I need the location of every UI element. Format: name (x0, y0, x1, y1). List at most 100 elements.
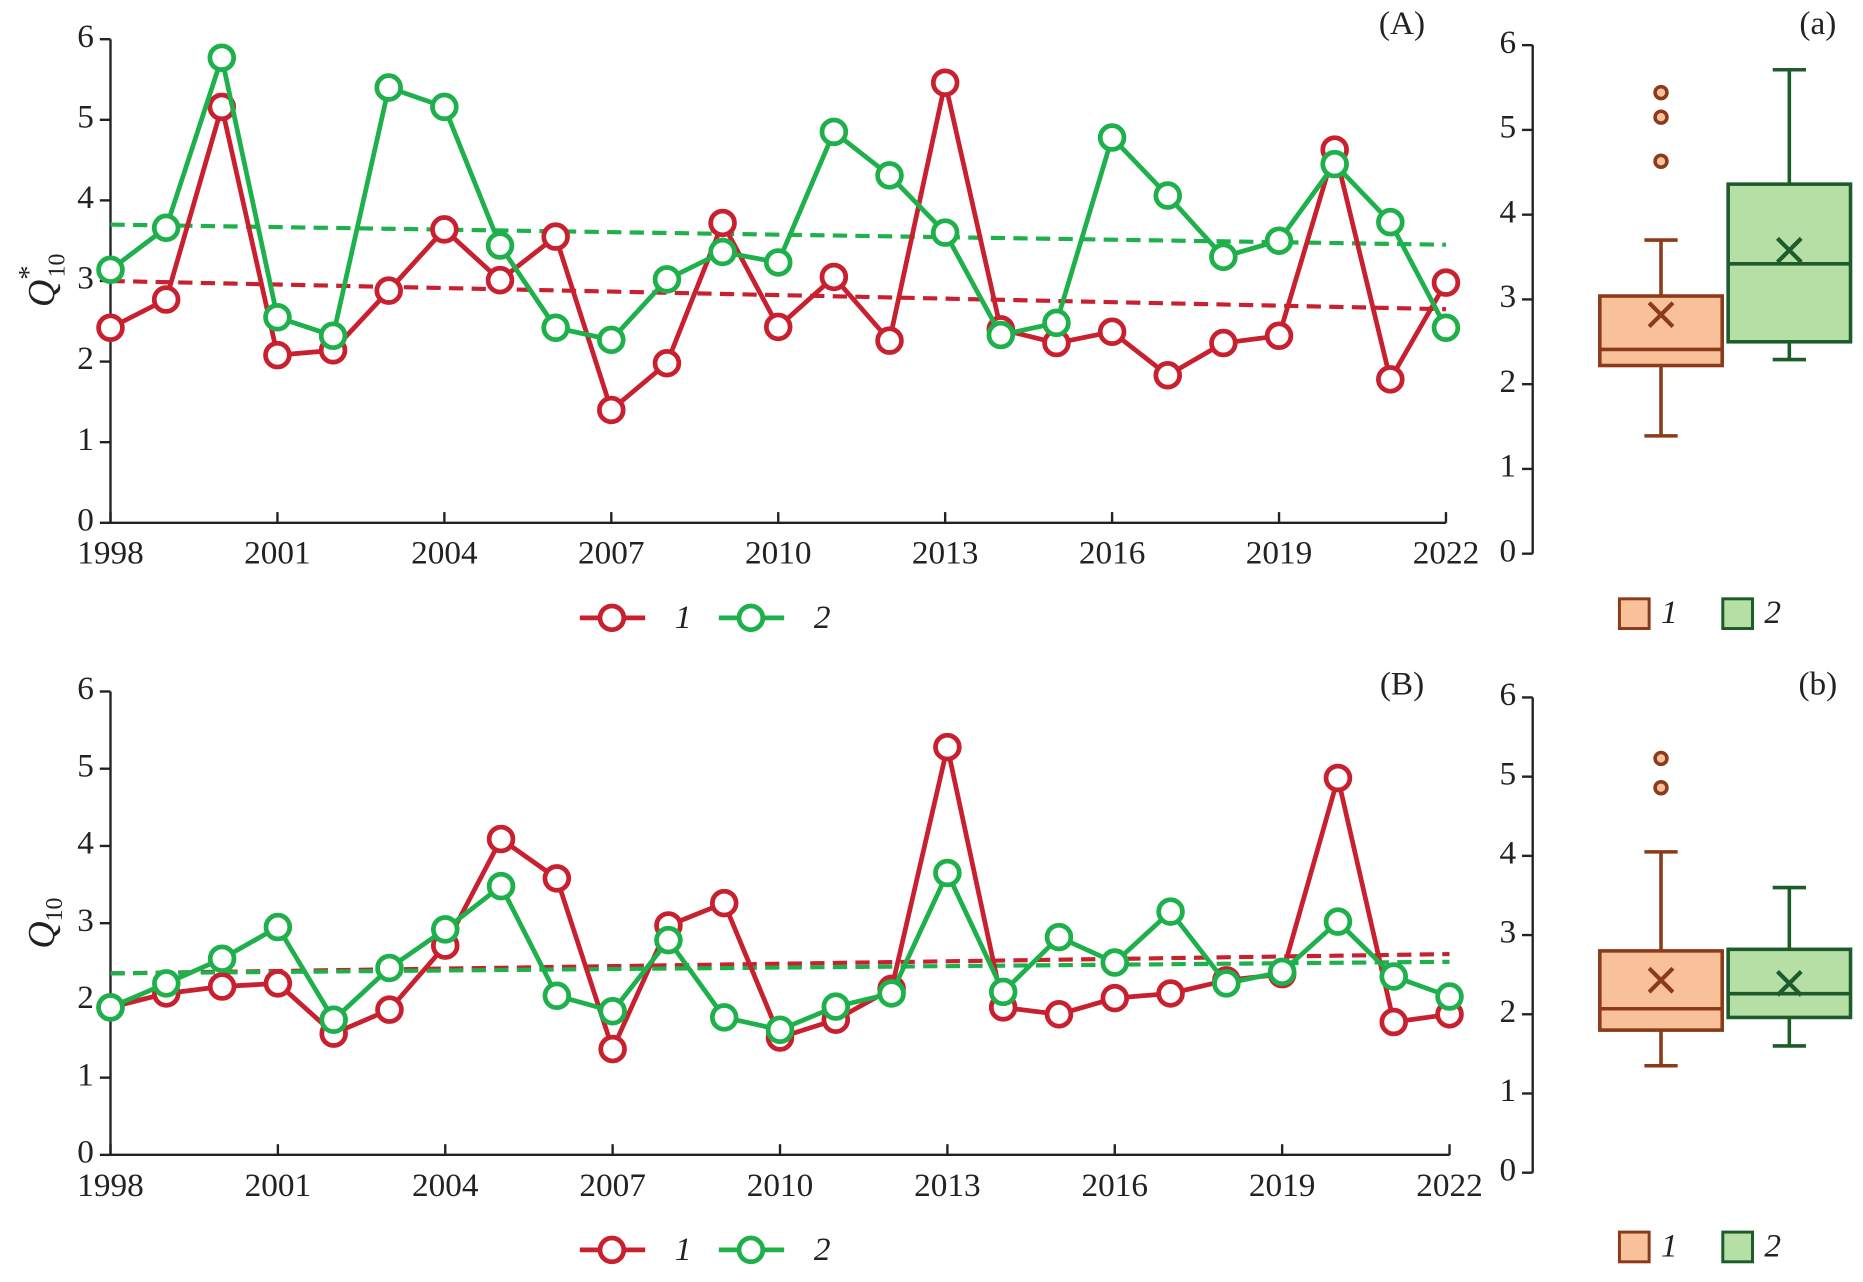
x-tick-label: 2013 (912, 535, 979, 572)
point (1100, 948, 1130, 977)
y-tick-label: 1 (1499, 448, 1516, 485)
point (877, 979, 906, 1008)
point (1156, 979, 1185, 1008)
point (597, 325, 626, 355)
y-tick-label: 6 (1499, 676, 1516, 713)
y-tick-label: 5 (1499, 755, 1516, 792)
y-tick-label: 6 (77, 670, 94, 707)
point (96, 255, 125, 284)
box (1598, 949, 1724, 1032)
point (1042, 308, 1071, 338)
point (709, 888, 739, 918)
point (1097, 123, 1127, 152)
point (430, 92, 459, 122)
point (541, 222, 570, 251)
trend-line (110, 951, 1450, 976)
point (930, 68, 960, 97)
panel-label: (b) (1798, 665, 1837, 702)
x-tick-label: 1998 (77, 535, 144, 572)
legend-marker (736, 603, 766, 633)
trend-line (110, 278, 1447, 312)
y-tick-label: 3 (77, 902, 94, 939)
mean-marker (1647, 301, 1675, 329)
y-tick-label: 4 (77, 179, 94, 216)
point (875, 326, 904, 355)
point (374, 276, 403, 305)
point (1156, 897, 1185, 926)
point (708, 208, 737, 238)
point (819, 262, 849, 292)
y-tick-label: 0 (1499, 1151, 1516, 1188)
y-tick-label: 2 (77, 340, 94, 377)
panel-label: (B) (1380, 665, 1424, 702)
y-tick-label: 4 (1499, 834, 1516, 871)
point (1323, 907, 1353, 936)
point (485, 231, 515, 260)
point (1376, 207, 1405, 237)
point (1153, 361, 1182, 390)
point (709, 1003, 739, 1032)
point (1097, 317, 1127, 347)
point (1267, 957, 1297, 987)
point (821, 992, 851, 1021)
outlier (1653, 84, 1669, 101)
legend-swatch (1721, 1230, 1754, 1264)
x-tick-label: 2019 (1246, 535, 1313, 572)
y-tick-label: 5 (1499, 109, 1516, 146)
point (96, 313, 125, 342)
x-tick-label: 2016 (1082, 1167, 1149, 1204)
series-line (109, 746, 1450, 1056)
y-tick-label: 1 (77, 421, 94, 458)
point (263, 969, 293, 998)
point (1044, 922, 1074, 952)
point (1376, 365, 1405, 394)
legend-marker (597, 1235, 627, 1265)
point (933, 858, 962, 888)
series-line (109, 48, 1449, 343)
point (765, 1015, 795, 1045)
point (988, 977, 1018, 1007)
point (1100, 983, 1130, 1013)
y-label-sup: * (13, 265, 44, 279)
y-tick-label: 0 (1499, 532, 1516, 569)
point (318, 321, 348, 351)
point (207, 972, 237, 1001)
y-axis-label: Q10 (21, 898, 69, 949)
point (207, 944, 237, 973)
point (1044, 1000, 1074, 1029)
legend-label: 2 (1764, 594, 1781, 631)
point (652, 348, 682, 378)
point (1212, 969, 1241, 998)
point (151, 285, 181, 314)
x-tick-label: 2019 (1249, 1167, 1316, 1204)
x-tick-label: 2007 (579, 1167, 646, 1204)
point (763, 248, 793, 277)
y-tick-label: 0 (77, 1134, 94, 1171)
point (1379, 1007, 1408, 1037)
legend-label: 2 (1764, 1227, 1781, 1264)
x-tick-label: 2022 (1413, 535, 1480, 572)
point (597, 395, 626, 425)
point (1153, 181, 1182, 210)
trend-line (110, 222, 1446, 247)
legend-marker (597, 603, 627, 633)
y-tick-label: 4 (1499, 193, 1516, 230)
point (598, 1034, 627, 1064)
y-tick-label: 3 (1499, 914, 1516, 951)
y-tick-label: 5 (77, 98, 94, 135)
point (1435, 982, 1464, 1011)
point (875, 161, 904, 190)
point (1379, 962, 1408, 991)
point (708, 237, 737, 267)
series-line (109, 867, 1451, 1033)
y-label-main: Q (21, 280, 63, 307)
legend-label: 1 (1661, 1227, 1678, 1264)
panel-label: (A) (1379, 5, 1425, 42)
outlier (1653, 750, 1669, 767)
x-tick-label: 2016 (1079, 535, 1146, 572)
x-tick-label: 2010 (745, 535, 812, 572)
point (654, 925, 683, 955)
point (1323, 763, 1353, 793)
outlier (1653, 780, 1669, 796)
point (430, 915, 460, 944)
